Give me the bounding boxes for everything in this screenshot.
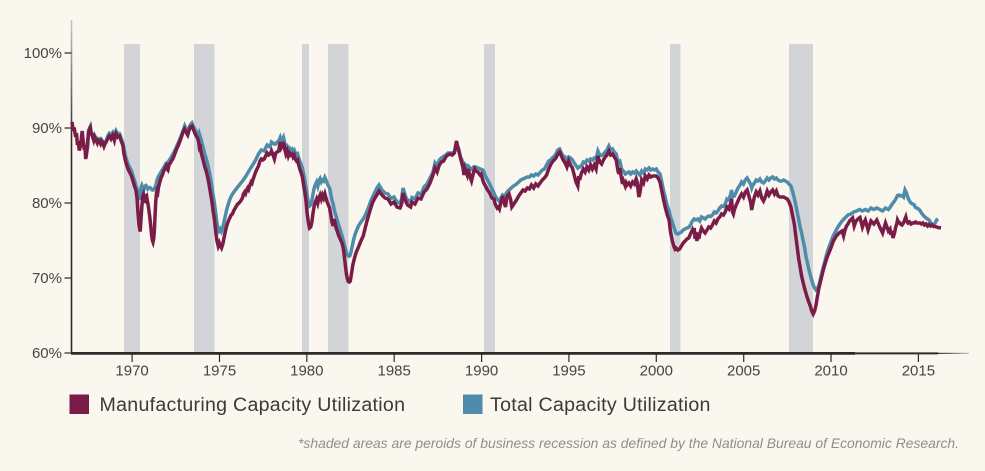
- svg-text:Manufacturing Capacity Utiliza: Manufacturing Capacity Utilization: [100, 394, 406, 416]
- svg-text:70%: 70%: [32, 270, 62, 287]
- svg-text:1975: 1975: [203, 363, 236, 380]
- svg-text:1970: 1970: [115, 363, 148, 380]
- svg-text:1980: 1980: [290, 363, 323, 380]
- svg-text:2000: 2000: [640, 363, 673, 380]
- svg-text:1995: 1995: [552, 363, 585, 380]
- svg-text:Total Capacity Utilization: Total Capacity Utilization: [490, 394, 711, 416]
- svg-text:1990: 1990: [465, 363, 498, 380]
- svg-text:90%: 90%: [32, 120, 62, 137]
- svg-text:*shaded areas are peroids of b: *shaded areas are peroids of business re…: [298, 435, 959, 451]
- svg-text:2010: 2010: [814, 363, 847, 380]
- svg-text:100%: 100%: [24, 45, 62, 62]
- svg-text:1985: 1985: [378, 363, 411, 380]
- svg-text:60%: 60%: [32, 345, 62, 362]
- svg-text:80%: 80%: [32, 195, 62, 212]
- svg-text:2005: 2005: [727, 363, 760, 380]
- svg-text:2015: 2015: [902, 363, 935, 380]
